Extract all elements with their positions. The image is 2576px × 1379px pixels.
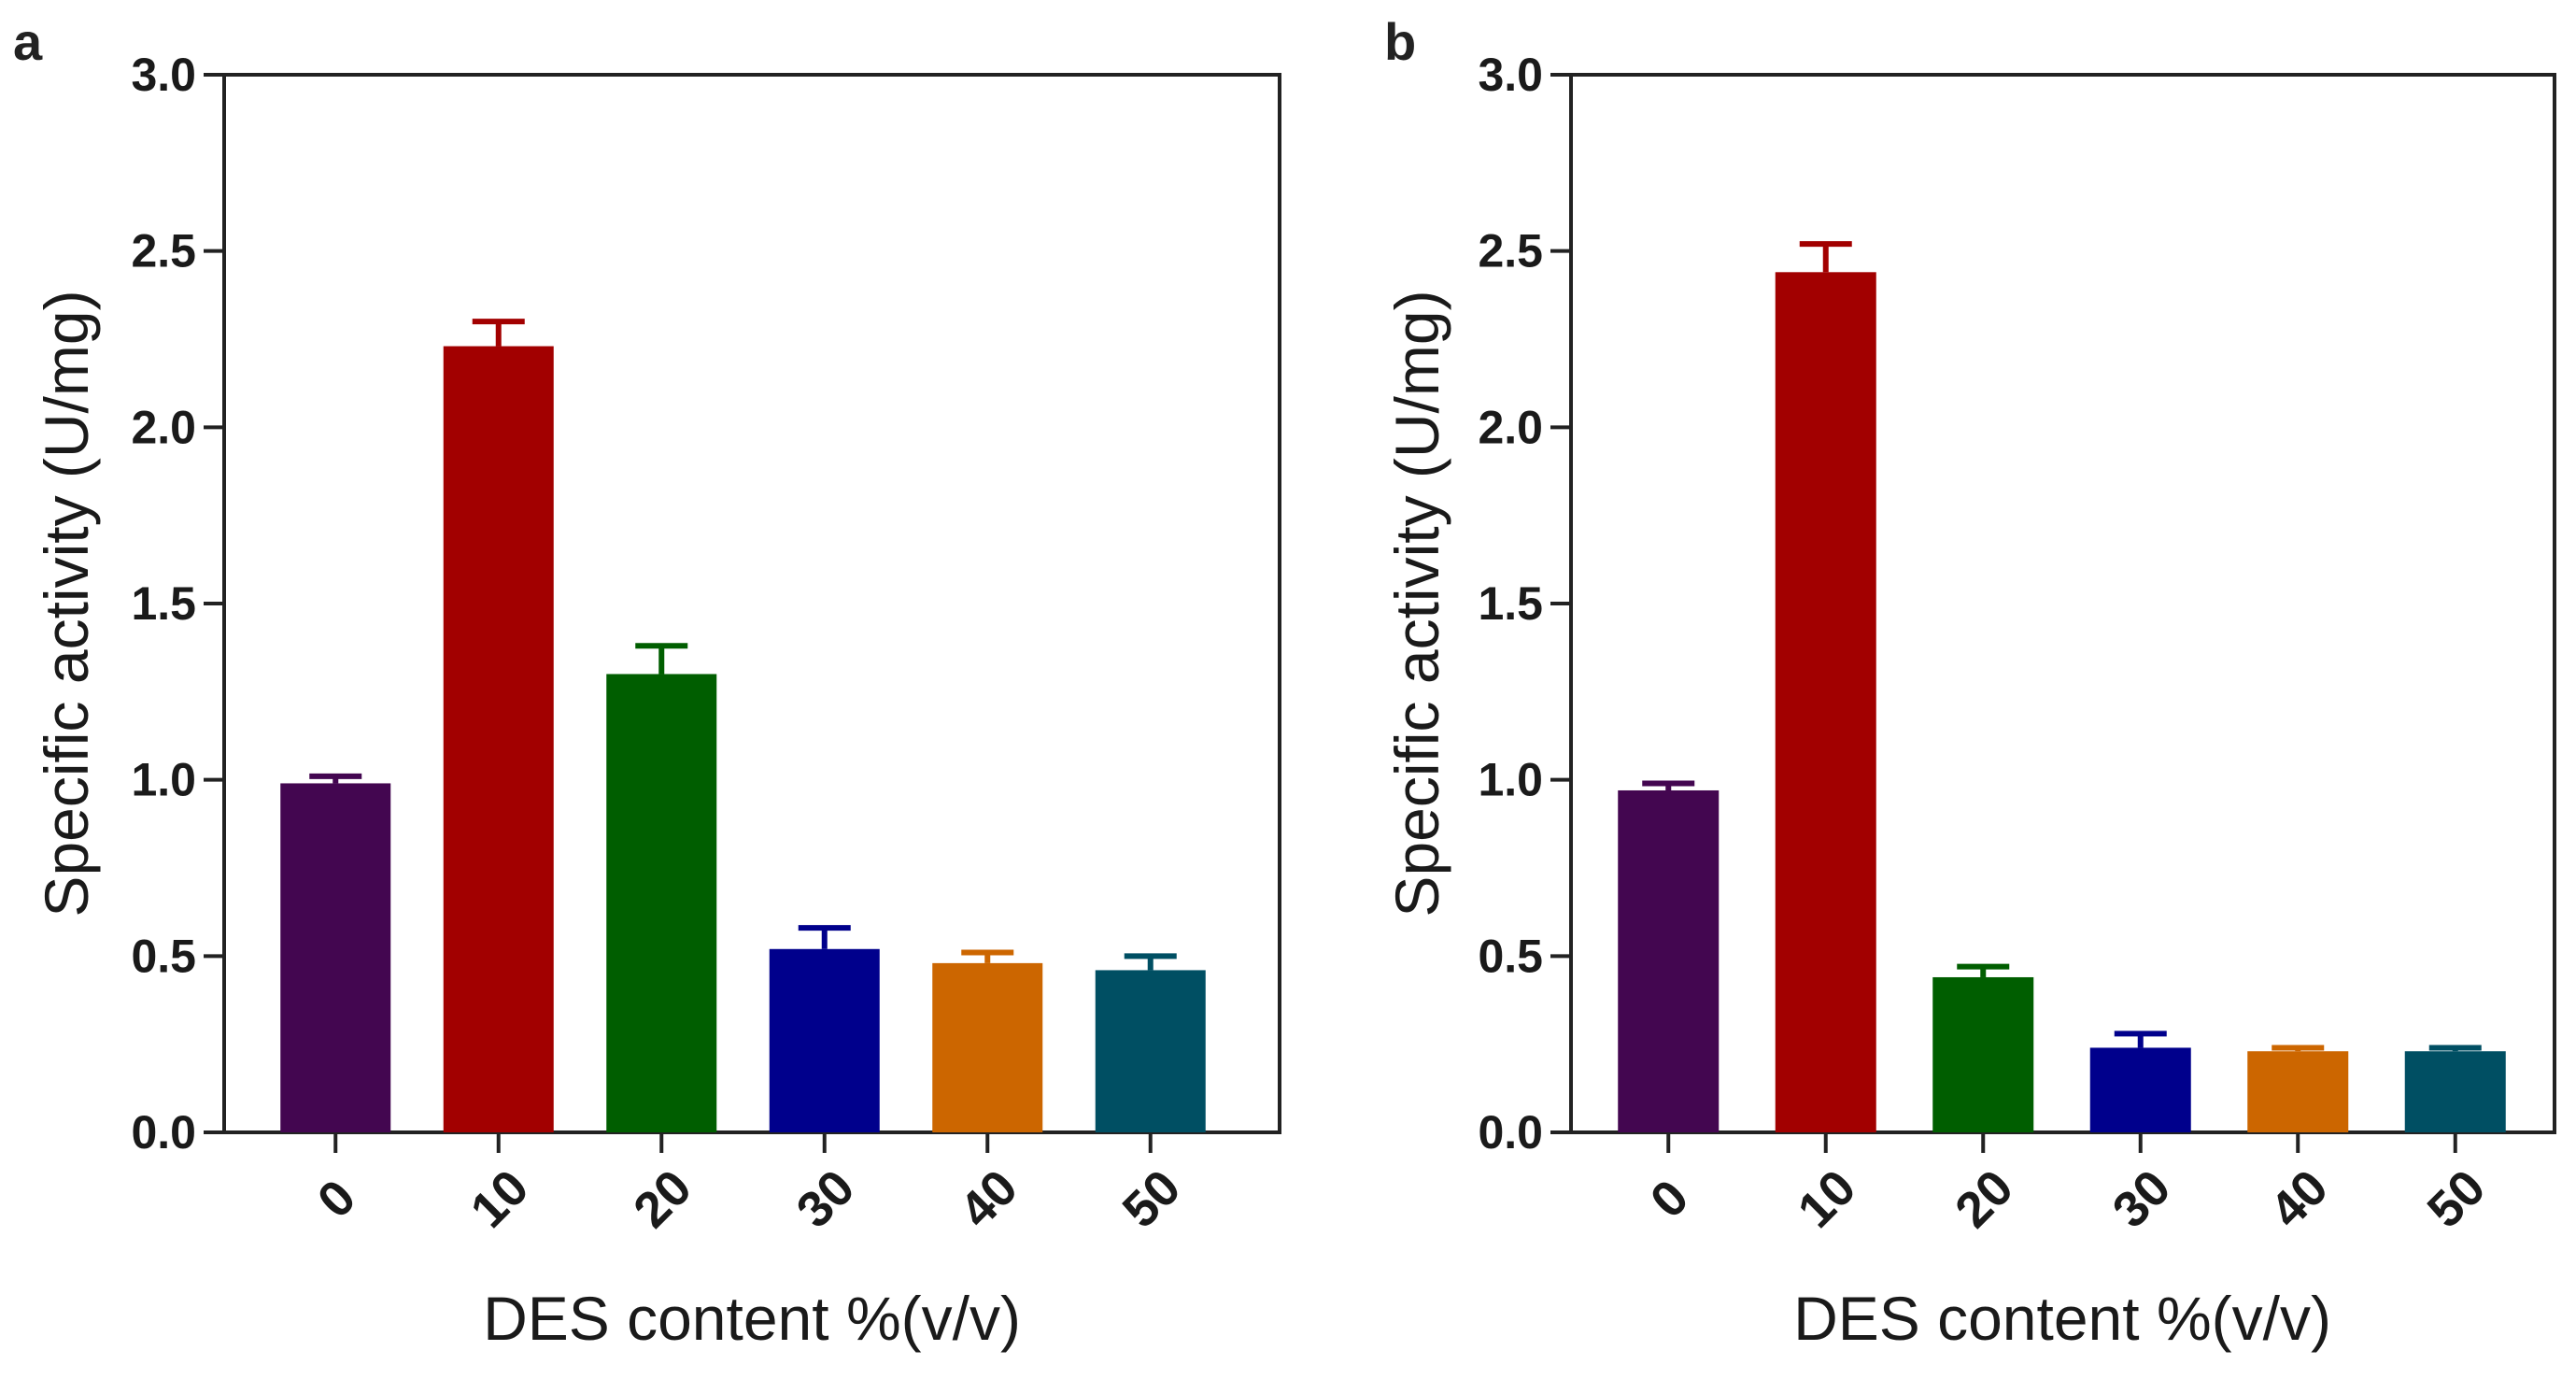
bars (280, 319, 1206, 1133)
bar (443, 346, 554, 1133)
y-tick-label: 2.0 (131, 401, 196, 453)
y-axis-title: Specific activity (U/mg) (32, 290, 101, 917)
x-tick-label: 50 (2417, 1159, 2497, 1239)
y-axis: 0.0 0.5 1.0 1.5 2.0 2.5 3.0 (131, 49, 224, 1159)
x-tick-label: 30 (786, 1159, 866, 1239)
y-tick-label: 2.5 (131, 225, 196, 277)
panel-label: a (13, 12, 43, 71)
panel-label: b (1384, 12, 1416, 71)
bar (932, 962, 1043, 1132)
x-tick-label: 40 (2259, 1159, 2339, 1239)
x-axis: 0 10 20 30 40 50 (307, 1132, 1192, 1239)
x-tick-label: 50 (1112, 1159, 1192, 1239)
y-tick-label: 1.5 (1478, 577, 1543, 630)
panel-b: b 0.0 0.5 1.0 1.5 2.0 2.5 3.0 0 10 20 30 40 50 Spec… (1382, 12, 2556, 1353)
bar (2404, 1051, 2506, 1132)
y-axis-title: Specific activity (U/mg) (1382, 290, 1451, 917)
bar (606, 674, 717, 1132)
y-tick-label: 0.5 (131, 930, 196, 982)
bar (1618, 789, 1720, 1132)
y-tick-label: 3.0 (1478, 49, 1543, 101)
bar (1775, 272, 1876, 1133)
x-tick-label: 10 (460, 1159, 540, 1239)
bar (1095, 970, 1206, 1132)
y-tick-label: 1.0 (131, 754, 196, 806)
panel-a: a 0.0 0.5 1.0 1.5 2.0 2.5 3.0 0 10 20 30 40 50 Spec… (13, 12, 1281, 1353)
bar (1932, 976, 2034, 1132)
y-tick-label: 2.0 (1478, 401, 1543, 453)
x-tick-label: 0 (307, 1169, 367, 1229)
bar (769, 948, 880, 1132)
x-axis-title: DES content %(v/v) (1793, 1284, 2331, 1353)
y-tick-label: 0.0 (131, 1106, 196, 1159)
y-tick-label: 1.0 (1478, 754, 1543, 806)
bar (2247, 1051, 2349, 1132)
x-tick-label: 30 (2102, 1159, 2182, 1239)
x-tick-label: 10 (1788, 1159, 1867, 1239)
x-axis: 0 10 20 30 40 50 (1640, 1132, 2497, 1239)
bar (2089, 1047, 2191, 1132)
x-axis-title: DES content %(v/v) (483, 1284, 1021, 1353)
x-tick-label: 40 (949, 1159, 1028, 1239)
bar (280, 783, 391, 1132)
x-tick-label: 20 (623, 1159, 702, 1239)
y-tick-label: 3.0 (131, 49, 196, 101)
y-tick-label: 0.0 (1478, 1106, 1543, 1159)
y-tick-label: 0.5 (1478, 930, 1543, 982)
x-tick-label: 20 (1945, 1159, 2024, 1239)
bars (1618, 241, 2506, 1133)
x-tick-label: 0 (1640, 1169, 1700, 1229)
y-tick-label: 2.5 (1478, 225, 1543, 277)
y-tick-label: 1.5 (131, 577, 196, 630)
y-axis: 0.0 0.5 1.0 1.5 2.0 2.5 3.0 (1478, 49, 1571, 1159)
